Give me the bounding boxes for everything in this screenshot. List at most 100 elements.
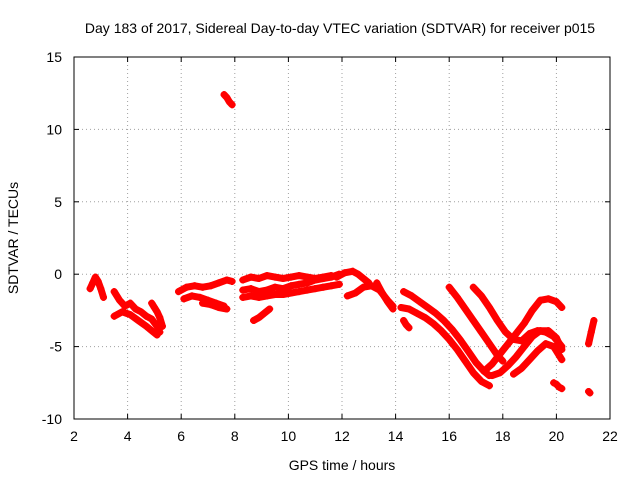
data-point <box>263 272 271 280</box>
data-point <box>477 377 485 385</box>
data-point <box>384 298 392 306</box>
data-point <box>400 288 408 296</box>
data-point <box>437 327 445 335</box>
data-point <box>239 293 247 301</box>
series-seg-y <box>585 387 594 397</box>
y-tick-label: -5 <box>50 339 63 355</box>
data-point <box>142 312 150 320</box>
data-point <box>445 283 453 291</box>
data-point <box>255 293 263 301</box>
data-point <box>343 292 351 300</box>
data-point <box>499 357 507 365</box>
data-point <box>429 319 437 327</box>
data-point <box>228 101 236 109</box>
data-point <box>134 317 142 325</box>
data-point <box>175 288 183 296</box>
data-point <box>351 289 359 297</box>
data-point <box>456 335 464 343</box>
data-point <box>424 304 432 312</box>
data-point <box>480 367 488 375</box>
data-point <box>247 273 255 281</box>
x-axis-label: GPS time / hours <box>289 457 396 473</box>
data-point <box>445 335 453 343</box>
data-point <box>118 308 126 316</box>
data-point <box>183 283 191 291</box>
data-point <box>335 280 343 288</box>
series-band <box>250 305 274 324</box>
x-tick-label: 2 <box>70 428 78 444</box>
data-point <box>126 311 134 319</box>
data-point <box>255 314 263 322</box>
series-seg-k <box>239 270 343 296</box>
data-point <box>501 328 509 336</box>
data-point <box>191 282 199 290</box>
data-point <box>279 290 287 298</box>
data-point <box>405 305 413 313</box>
data-point <box>359 275 367 283</box>
data-point <box>239 276 247 284</box>
data-point <box>590 317 598 325</box>
data-point <box>408 292 416 300</box>
series-seg-v <box>488 327 566 380</box>
data-point <box>477 328 485 336</box>
data-point <box>453 293 461 301</box>
data-point <box>520 343 528 351</box>
data-point <box>453 345 461 353</box>
data-point <box>552 298 560 306</box>
data-point <box>493 317 501 325</box>
data-point <box>587 328 595 336</box>
data-point <box>536 296 544 304</box>
data-point <box>485 382 493 390</box>
data-point <box>552 334 560 342</box>
data-point <box>469 283 477 291</box>
x-tick-label: 4 <box>124 428 132 444</box>
data-point <box>464 347 472 355</box>
data-point <box>199 299 207 307</box>
data-point <box>116 296 124 304</box>
data-point <box>271 273 279 281</box>
data-point <box>496 369 504 377</box>
series-seg-p <box>400 288 493 380</box>
data-point <box>97 285 105 293</box>
series-band <box>488 327 566 380</box>
x-tick-label: 16 <box>441 428 457 444</box>
series-seg-h <box>220 91 236 109</box>
series-seg-e <box>175 276 236 296</box>
data-point <box>512 330 520 338</box>
data-point <box>91 273 99 281</box>
data-point <box>485 340 493 348</box>
y-tick-label: 15 <box>46 49 62 65</box>
data-point <box>586 389 594 397</box>
data-point <box>518 364 526 372</box>
series-seg-o <box>373 279 397 313</box>
series-seg-z <box>585 317 598 348</box>
data-point <box>207 301 215 309</box>
data-point <box>461 357 469 365</box>
data-point <box>148 299 156 307</box>
data-point <box>333 273 341 281</box>
data-point <box>239 286 247 294</box>
data-point <box>585 340 593 348</box>
data-point <box>295 288 303 296</box>
data-point <box>287 273 295 281</box>
data-point <box>544 295 552 303</box>
data-point <box>94 277 102 285</box>
data-point <box>504 361 512 369</box>
data-point <box>207 282 215 290</box>
series-band <box>110 288 164 336</box>
data-point <box>485 304 493 312</box>
data-point <box>341 269 349 277</box>
data-point <box>142 322 150 330</box>
data-point <box>271 290 279 298</box>
y-tick-label: 0 <box>54 266 62 282</box>
data-point <box>263 292 271 300</box>
data-point <box>121 302 129 310</box>
data-point <box>279 275 287 283</box>
data-point <box>512 353 520 361</box>
data-point <box>295 280 303 288</box>
data-point <box>215 279 223 287</box>
data-point <box>223 94 231 102</box>
data-point <box>148 327 156 335</box>
data-point <box>319 275 327 283</box>
